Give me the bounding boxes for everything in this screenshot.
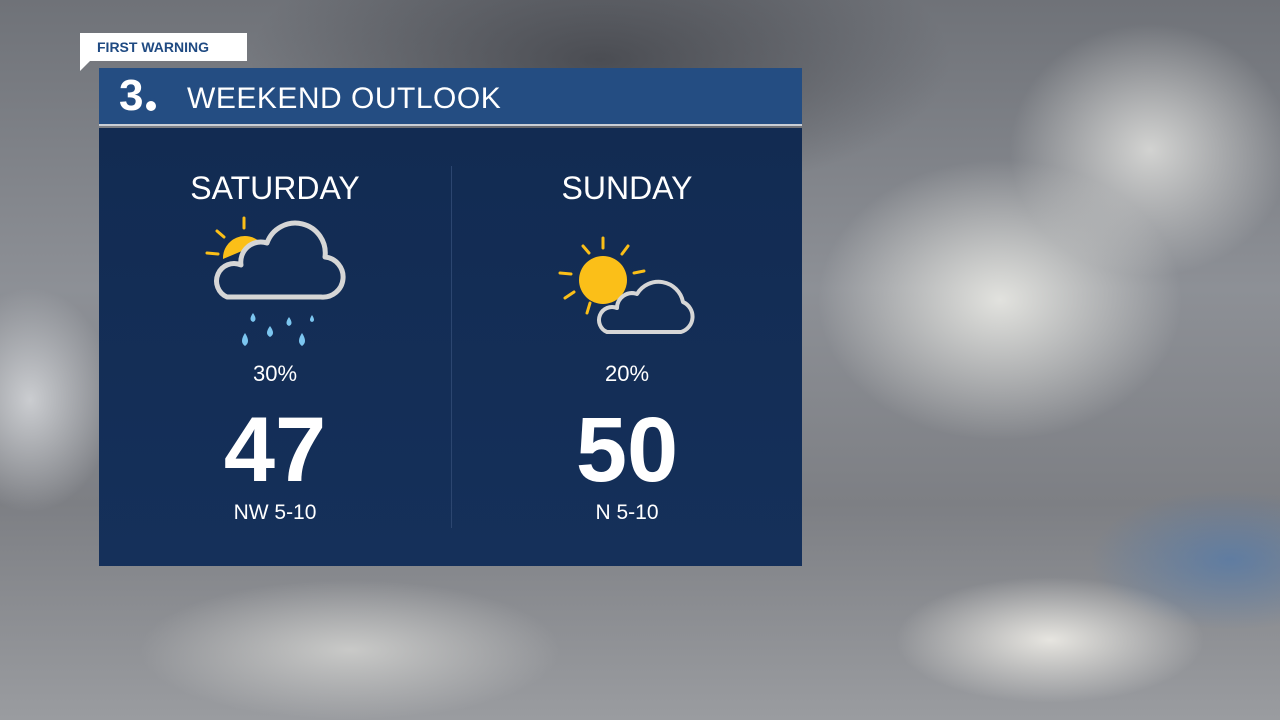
mostly-sunny-icon xyxy=(558,236,695,334)
divider xyxy=(451,166,452,528)
day-column-saturday: SATURDAY 30% 47 NW 5-10 xyxy=(99,128,451,566)
logo-number: 3 xyxy=(119,71,144,120)
high-temp: 50 xyxy=(575,399,679,501)
page-title: WEEKEND OUTLOOK xyxy=(187,82,502,115)
wind: N 5-10 xyxy=(595,501,659,524)
day-name: SATURDAY xyxy=(190,170,360,206)
high-temp: 47 xyxy=(223,399,327,501)
panel-header: 3 WEEKEND OUTLOOK xyxy=(99,68,802,126)
precip-chance: 20% xyxy=(604,361,650,386)
first-warning-badge: FIRST WARNING xyxy=(80,33,247,71)
forecast-panel: SATURDAY 30% 47 NW 5-10 SUNDAY 20% 50 N … xyxy=(99,128,802,566)
day-name: SUNDAY xyxy=(561,170,693,206)
cbs-eye-icon xyxy=(143,98,159,114)
precip-chance: 30% xyxy=(252,361,298,386)
station-logo: 3 xyxy=(119,74,143,118)
partly-sunny-rain-icon xyxy=(205,216,346,346)
day-column-sunday: SUNDAY 20% 50 N 5-10 xyxy=(451,128,803,566)
wind: NW 5-10 xyxy=(233,501,317,524)
